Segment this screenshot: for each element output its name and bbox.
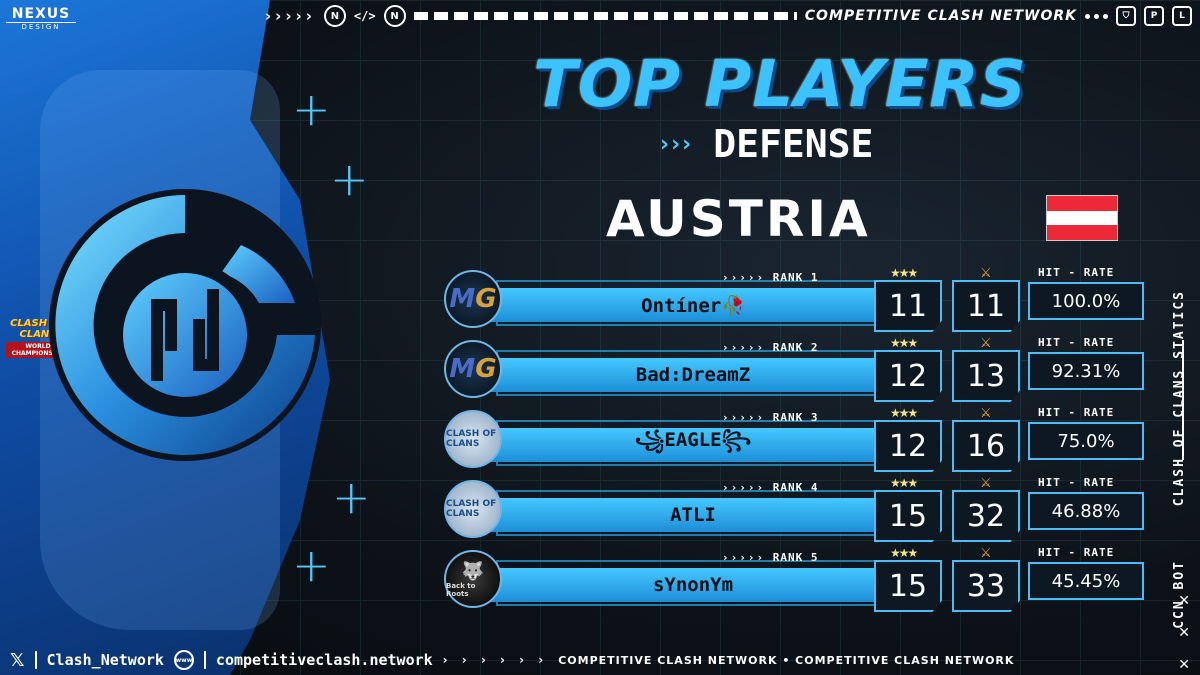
rank-label: ››››› RANK 5 bbox=[722, 551, 819, 564]
stars-count: 13 bbox=[952, 350, 1020, 402]
footer-marquee: COMPETITIVE CLASH NETWORK • COMPETITIVE … bbox=[558, 653, 1015, 667]
badge-line-1: CLASH OF CLANS bbox=[10, 318, 66, 340]
side-vertical-text: CLASH OF CLANS STATICS CCN BOT bbox=[1172, 120, 1194, 629]
x-logo-icon: 𝕏 bbox=[10, 649, 25, 671]
rank-text: RANK 2 bbox=[772, 341, 819, 354]
player-avatar: CLASH OF CLANS bbox=[444, 480, 502, 538]
player-row: Ontíner🥀 M G ››››› RANK 1 ★★★ ⚔ 11 11 HIT - RATE… bbox=[444, 266, 1144, 332]
plus-icon: + bbox=[332, 470, 371, 524]
stars-count: 32 bbox=[952, 490, 1020, 542]
network-logo-icon: N bbox=[383, 5, 406, 27]
globe-icon: www bbox=[173, 650, 194, 670]
rank-label: ››››› RANK 2 bbox=[722, 341, 819, 354]
crossed-swords-icon: ⚔ bbox=[980, 406, 992, 421]
three-stars-icon: ★★★ bbox=[890, 476, 918, 490]
player-row: ꧁EAGLE꧂ CLASH OF CLANS ››››› RANK 3 ★★★ ⚔ 12 1… bbox=[444, 406, 1144, 472]
hit-rate-label: HIT - RATE bbox=[1038, 406, 1115, 419]
network-big-logo-icon bbox=[49, 189, 321, 461]
rank-label: ››››› RANK 1 bbox=[722, 271, 819, 284]
hit-rate-value: 45.45% bbox=[1028, 562, 1144, 600]
website-url: competitiveclash.network bbox=[215, 651, 433, 669]
divider bbox=[203, 651, 206, 669]
chevrons-icon: › › › › › › bbox=[442, 653, 549, 667]
rank-text: RANK 3 bbox=[772, 411, 819, 424]
defenses-count: 11 bbox=[874, 280, 942, 332]
crossed-swords-icon: ⚔ bbox=[980, 266, 992, 281]
side-arrow-line bbox=[1182, 340, 1184, 460]
rank-text: RANK 5 bbox=[772, 551, 819, 564]
network-logo-icon: N bbox=[323, 5, 346, 27]
top-bar: ››››› N </> N COMPETITIVE CLASH NETWORK … bbox=[265, 4, 1192, 28]
hit-rate-value: 100.0% bbox=[1028, 282, 1144, 320]
three-stars-icon: ★★★ bbox=[890, 336, 918, 350]
rank-label: ››››› RANK 3 bbox=[722, 411, 819, 424]
hit-rate-label: HIT - RATE bbox=[1038, 266, 1115, 279]
player-avatar: CLASH OF CLANS bbox=[444, 410, 502, 468]
defenses-count: 12 bbox=[874, 420, 942, 472]
three-stars-icon: ★★★ bbox=[890, 546, 918, 560]
shield-logo-icon: ⛉ bbox=[1116, 6, 1136, 26]
side-x-marks: ✕ ✕ ✕ bbox=[1178, 593, 1190, 673]
three-stars-icon: ★★★ bbox=[890, 406, 918, 420]
dashed-divider bbox=[413, 12, 797, 20]
plus-icon: + bbox=[292, 82, 331, 136]
hit-rate-label: HIT - RATE bbox=[1038, 336, 1115, 349]
crossed-swords-icon: ⚔ bbox=[980, 546, 992, 561]
crossed-swords-icon: ⚔ bbox=[980, 336, 992, 351]
austria-flag-icon bbox=[1046, 195, 1118, 241]
divider bbox=[34, 651, 37, 669]
player-name: ꧁EAGLE꧂ bbox=[488, 428, 898, 462]
player-name: Bad:DreamZ bbox=[488, 358, 898, 392]
brand-line-1: NEXUS bbox=[11, 6, 71, 22]
hit-rate-label: HIT - RATE bbox=[1038, 476, 1115, 489]
three-stars-icon: ★★★ bbox=[890, 266, 918, 280]
page-title: TOP PLAYERS bbox=[533, 48, 1027, 122]
player-row: ATLI CLASH OF CLANS ››››› RANK 4 ★★★ ⚔ 15 32 HI… bbox=[444, 476, 1144, 542]
brand-line-2: DESIGN bbox=[6, 22, 76, 31]
dots-icon bbox=[1085, 13, 1108, 19]
partner-logo-icon: P bbox=[1144, 6, 1164, 26]
player-name: Ontíner🥀 bbox=[488, 288, 898, 322]
player-name: ATLI bbox=[488, 498, 898, 532]
plus-icon: + bbox=[330, 152, 369, 206]
player-name: sYnonYm bbox=[488, 568, 898, 602]
defenses-count: 12 bbox=[874, 350, 942, 402]
stars-count: 33 bbox=[952, 560, 1020, 612]
hit-rate-value: 92.31% bbox=[1028, 352, 1144, 390]
footer-bar: 𝕏 Clash_Network www competitiveclash.net… bbox=[0, 645, 1200, 675]
plus-icon: + bbox=[292, 538, 331, 592]
rank-text: RANK 4 bbox=[772, 481, 819, 494]
hit-rate-value: 46.88% bbox=[1028, 492, 1144, 530]
rank-label: ››››› RANK 4 bbox=[722, 481, 819, 494]
player-row: Bad:DreamZ M G ››››› RANK 2 ★★★ ⚔ 12 13 HIT - RA… bbox=[444, 336, 1144, 402]
hit-rate-label: HIT - RATE bbox=[1038, 546, 1115, 559]
crossed-swords-icon: ⚔ bbox=[980, 476, 992, 491]
stars-count: 16 bbox=[952, 420, 1020, 472]
social-handle: Clash_Network bbox=[46, 651, 164, 669]
brand-logo: NEXUS DESIGN bbox=[6, 6, 76, 31]
hit-rate-value: 75.0% bbox=[1028, 422, 1144, 460]
rank-text: RANK 1 bbox=[772, 271, 819, 284]
player-row: sYnonYm 🐺 Back to Roots ››››› RANK 5 ★★★ ⚔ 15 3… bbox=[444, 546, 1144, 612]
code-tag: </> bbox=[353, 9, 376, 23]
league-logo-icon: L bbox=[1172, 6, 1192, 26]
chevrons-icon: ››› bbox=[660, 131, 694, 157]
country-name: AUSTRIA bbox=[606, 190, 871, 248]
stars-count: 11 bbox=[952, 280, 1020, 332]
side-title: CLASH OF CLANS STATICS bbox=[1172, 290, 1187, 507]
defenses-count: 15 bbox=[874, 560, 942, 612]
subtitle: DEFENSE bbox=[713, 122, 874, 166]
chevrons-icon: ››››› bbox=[265, 7, 316, 25]
defenses-count: 15 bbox=[874, 490, 942, 542]
subtitle-row: ››› DEFENSE bbox=[660, 122, 873, 166]
top-title: COMPETITIVE CLASH NETWORK bbox=[804, 8, 1077, 24]
player-avatar: 🐺 Back to Roots bbox=[444, 550, 502, 608]
